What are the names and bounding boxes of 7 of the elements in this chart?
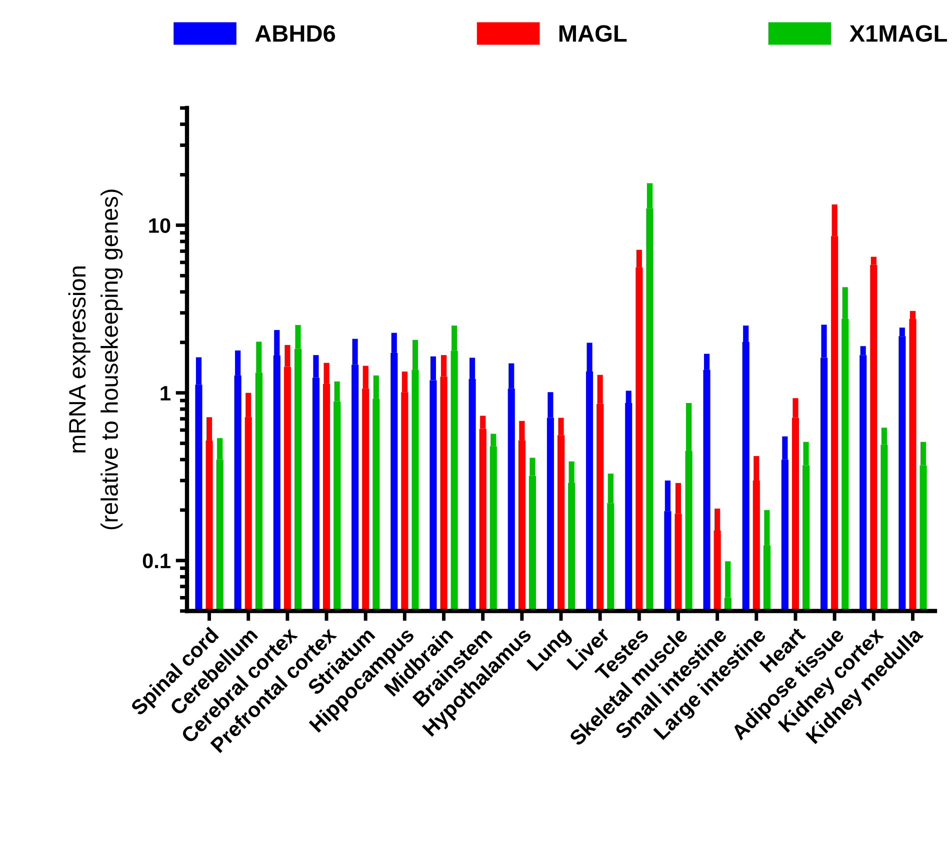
y-tick-label: 1: [160, 386, 170, 400]
y-axis-title: mRNA expression (relative to housekeeping genes): [68, 190, 123, 530]
legend-label: X1MAGL: [850, 25, 947, 42]
y-tick-label: 0.1: [142, 554, 170, 568]
legend-label: MAGL: [559, 25, 627, 42]
y-tick-label: 10: [149, 218, 170, 233]
legend-label: ABHD6: [255, 25, 336, 42]
